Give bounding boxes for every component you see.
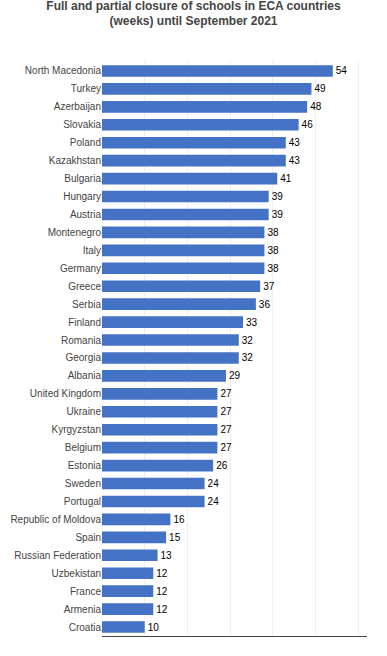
svg-text:Poland: Poland (70, 137, 101, 148)
svg-text:Estonia: Estonia (68, 460, 102, 471)
svg-text:Slovakia: Slovakia (63, 119, 101, 130)
svg-text:Russian Federation: Russian Federation (14, 550, 101, 561)
svg-text:24: 24 (208, 478, 220, 489)
svg-text:Portugal: Portugal (64, 496, 101, 507)
svg-text:27: 27 (220, 388, 232, 399)
svg-text:32: 32 (242, 335, 254, 346)
svg-text:Austria: Austria (70, 209, 102, 220)
svg-text:Germany: Germany (60, 263, 101, 274)
svg-text:Armenia: Armenia (64, 604, 102, 615)
svg-text:Serbia: Serbia (72, 299, 101, 310)
svg-text:Uzbekistan: Uzbekistan (52, 568, 101, 579)
svg-text:48: 48 (310, 101, 322, 112)
svg-text:Greece: Greece (68, 281, 101, 292)
svg-text:27: 27 (220, 424, 232, 435)
svg-text:Bulgaria: Bulgaria (64, 173, 101, 184)
svg-text:Kyrgyzstan: Kyrgyzstan (52, 424, 101, 435)
svg-text:29: 29 (229, 370, 241, 381)
svg-text:United Kingdom: United Kingdom (30, 388, 101, 399)
svg-text:39: 39 (272, 191, 284, 202)
svg-text:Azerbaijan: Azerbaijan (54, 101, 101, 112)
svg-text:24: 24 (208, 496, 220, 507)
svg-text:16: 16 (173, 514, 185, 525)
svg-text:32: 32 (242, 352, 254, 363)
svg-text:France: France (70, 586, 102, 597)
svg-text:33: 33 (246, 317, 258, 328)
svg-text:54: 54 (336, 65, 348, 76)
svg-text:Finland: Finland (68, 317, 101, 328)
svg-text:Full and partial closure of sc: Full and partial closure of schools in E… (46, 0, 341, 28)
svg-text:15: 15 (169, 532, 181, 543)
svg-text:Turkey: Turkey (71, 83, 101, 94)
svg-text:12: 12 (156, 604, 168, 615)
svg-text:39: 39 (272, 209, 284, 220)
svg-text:43: 43 (289, 155, 301, 166)
svg-text:38: 38 (267, 227, 279, 238)
svg-text:38: 38 (267, 263, 279, 274)
svg-text:Belgium: Belgium (65, 442, 101, 453)
svg-text:41: 41 (280, 173, 292, 184)
svg-text:Albania: Albania (68, 370, 102, 381)
svg-text:27: 27 (220, 406, 232, 417)
svg-text:12: 12 (156, 568, 168, 579)
svg-text:Kazakhstan: Kazakhstan (49, 155, 101, 166)
svg-text:Croatia: Croatia (69, 622, 102, 633)
svg-text:13: 13 (161, 550, 173, 561)
svg-text:Montenegro: Montenegro (48, 227, 102, 238)
svg-text:Republic of Moldova: Republic of Moldova (10, 514, 101, 525)
svg-text:Romania: Romania (61, 335, 101, 346)
svg-text:38: 38 (267, 245, 279, 256)
svg-text:26: 26 (216, 460, 228, 471)
svg-text:43: 43 (289, 137, 301, 148)
svg-text:49: 49 (314, 83, 326, 94)
svg-text:46: 46 (302, 119, 314, 130)
svg-text:Ukraine: Ukraine (67, 406, 102, 417)
svg-text:Georgia: Georgia (65, 352, 101, 363)
svg-text:10: 10 (148, 622, 160, 633)
svg-text:Italy: Italy (83, 245, 101, 256)
svg-text:Spain: Spain (75, 532, 101, 543)
svg-text:12: 12 (156, 586, 168, 597)
svg-text:North Macedonia: North Macedonia (25, 65, 102, 76)
svg-text:36: 36 (259, 299, 271, 310)
svg-text:27: 27 (220, 442, 232, 453)
svg-text:Sweden: Sweden (65, 478, 101, 489)
svg-text:Hungary: Hungary (63, 191, 101, 202)
svg-text:37: 37 (263, 281, 275, 292)
